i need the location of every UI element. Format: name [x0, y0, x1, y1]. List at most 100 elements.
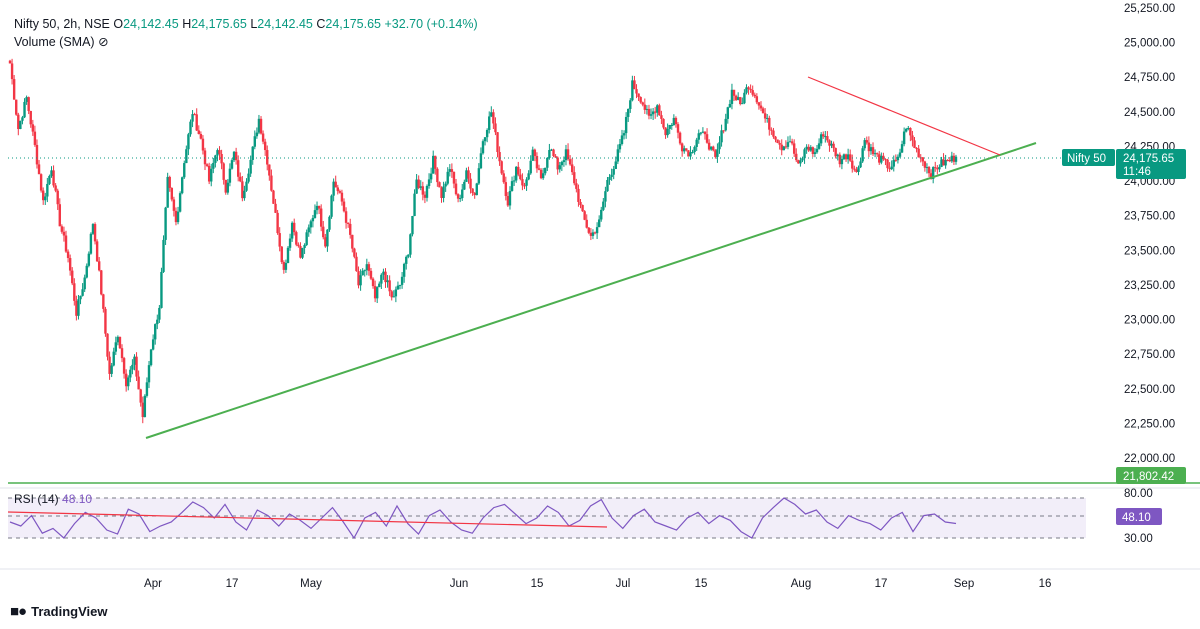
candle-body	[573, 172, 576, 184]
candle-body	[500, 161, 503, 174]
candle-body	[147, 365, 151, 383]
candle-body	[830, 143, 833, 146]
candle-body	[604, 191, 607, 202]
candle-body	[855, 169, 858, 172]
candle-body	[606, 180, 609, 192]
candle-body	[249, 159, 252, 174]
candle-body	[519, 174, 522, 180]
eye-crossed-icon[interactable]: ⊘	[98, 35, 109, 49]
candle-body	[896, 156, 900, 161]
candle-body	[319, 208, 323, 227]
candle-body	[230, 160, 234, 169]
candle-body	[131, 364, 134, 370]
candle-body	[95, 241, 99, 262]
candle-body	[710, 146, 713, 150]
symbol-tag	[1062, 149, 1115, 166]
candle-body	[539, 169, 543, 179]
candle-body	[923, 161, 927, 168]
candle-body	[222, 163, 225, 180]
time-tick-label: 15	[531, 578, 544, 590]
candle-body	[875, 153, 879, 155]
candle-body	[282, 262, 286, 270]
volume-legend[interactable]: Volume (SMA) ⊘	[14, 34, 109, 49]
candle-body	[788, 141, 792, 143]
candle-body	[730, 89, 734, 104]
candle-body	[813, 152, 817, 155]
candle-body	[415, 179, 418, 194]
resistance-trendline[interactable]	[807, 76, 1001, 156]
rsi-legend[interactable]: RSI (14) 48.10	[14, 492, 92, 506]
candle-body	[39, 174, 43, 191]
candle-body	[558, 165, 561, 170]
candle-body	[257, 118, 261, 133]
candle-body	[853, 168, 856, 170]
candle-body	[602, 201, 605, 210]
candle-body	[216, 150, 219, 156]
support-trendline[interactable]	[145, 142, 1037, 439]
candle-body	[284, 262, 288, 270]
candle-body	[398, 284, 402, 286]
candle-body	[940, 159, 943, 167]
candle-body	[290, 222, 294, 239]
symbol-title[interactable]: Nifty 50, 2h, NSE	[14, 17, 110, 31]
candle-body	[127, 377, 130, 387]
candle-body	[562, 160, 566, 163]
candle-body	[568, 159, 572, 165]
candle-body	[722, 130, 725, 132]
candle-body	[183, 163, 186, 178]
candle-body	[27, 97, 30, 111]
candle-body	[815, 148, 819, 153]
tradingview-brand[interactable]: ■● TradingView	[10, 603, 107, 620]
price-tick-label: 22,250.00	[1124, 418, 1175, 430]
candle-body	[753, 94, 756, 97]
rsi-trendline-red[interactable]	[7, 511, 608, 528]
candle-body	[220, 154, 223, 164]
candle-body	[245, 181, 248, 191]
candle-body	[819, 134, 823, 144]
candle-body	[344, 211, 348, 223]
candle-body	[243, 190, 246, 199]
candle-body	[685, 148, 688, 151]
candle-body	[170, 187, 174, 200]
price-tick-label: 23,750.00	[1124, 211, 1175, 223]
candle-body	[792, 143, 796, 154]
candle-body	[135, 356, 138, 377]
candle-body	[587, 227, 591, 233]
candle-body	[118, 336, 122, 349]
candle-body	[139, 389, 142, 403]
candle-body	[332, 181, 335, 196]
candle-body	[68, 258, 72, 271]
candle-body	[726, 107, 729, 119]
candle-body	[232, 151, 236, 161]
price-tick-label: 24,750.00	[1124, 72, 1175, 84]
candle-body	[56, 190, 59, 205]
tradingview-logo-icon: ■●	[10, 603, 27, 620]
candle-body	[427, 179, 431, 187]
candle-body	[913, 140, 916, 148]
candle-body	[622, 133, 626, 136]
candlestick-series	[8, 58, 958, 424]
candle-body	[473, 192, 476, 196]
candle-body	[703, 131, 707, 135]
candle-body	[504, 182, 508, 196]
candle-body	[212, 162, 215, 169]
candle-body	[701, 131, 705, 133]
candle-body	[907, 128, 910, 130]
candle-body	[514, 166, 518, 181]
time-axis[interactable]: Apr 17 May Jun 15 Jul 15 Aug 17 Sep 16	[144, 578, 1051, 590]
candle-body	[525, 179, 528, 186]
candle-body	[434, 155, 437, 169]
candle-body	[772, 130, 775, 137]
candle-body	[550, 149, 553, 151]
candle-body	[905, 128, 908, 132]
candle-body	[413, 193, 416, 217]
candle-body	[278, 233, 281, 247]
candle-body	[705, 134, 709, 143]
candle-body	[411, 216, 414, 235]
candle-body	[674, 117, 678, 125]
candle-body	[805, 146, 808, 150]
candle-body	[419, 186, 422, 188]
time-tick-label: Jun	[450, 578, 469, 590]
rsi-band-fill	[8, 498, 1086, 538]
